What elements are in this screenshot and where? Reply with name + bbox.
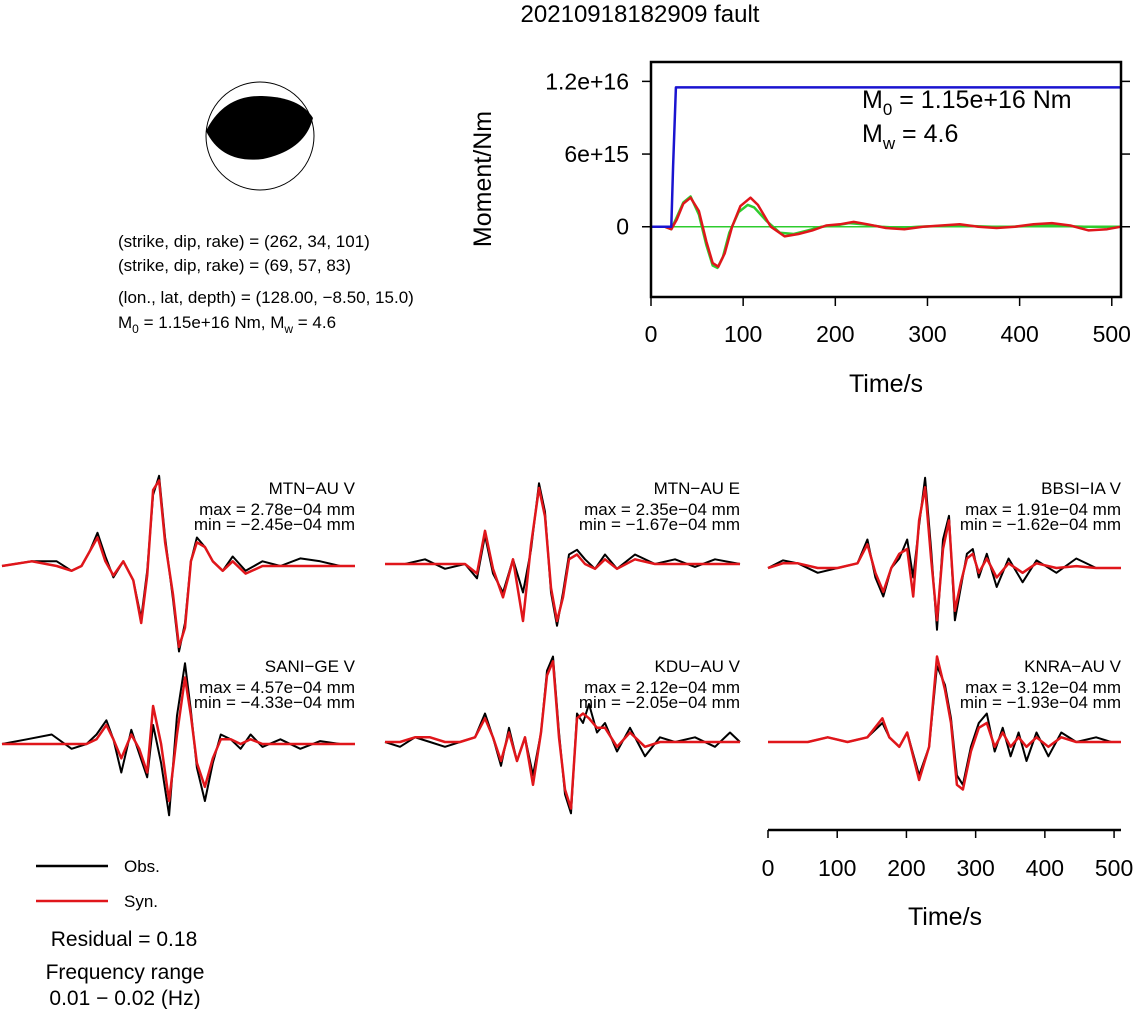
legend-syn-label: Syn. <box>124 892 158 911</box>
mw-annotation-sub: w <box>882 134 896 153</box>
synthetic-waveform <box>767 486 1121 622</box>
moment-plot: 0 100 200 300 400 500 0 6e+15 1.2e+16 Time/s Mo… <box>469 60 1131 398</box>
station-label: SANI−GE V <box>265 657 356 676</box>
station-max: max = 4.57e−04 mm <box>199 678 355 697</box>
waveform-xlabel: Time/s <box>908 903 982 931</box>
legend-obs-label: Obs. <box>124 857 160 876</box>
residual-value: Residual = 0.18 <box>51 928 198 951</box>
station-max: max = 1.91e−04 mm <box>965 500 1121 519</box>
moment-plot-frame <box>649 60 1123 299</box>
beachball <box>205 81 315 191</box>
synthetic-waveform <box>385 486 740 623</box>
moment-info: M0 = 1.15e+16 Nm, Mw = 4.6 <box>118 313 336 336</box>
waveform-xtick-label: 100 <box>818 855 856 881</box>
moment-plot-ytick-label: 6e+15 <box>564 141 629 167</box>
waveform-xtick-label: 400 <box>1026 855 1064 881</box>
moment-plot-y-axis: 0 6e+15 1.2e+16 <box>545 68 1130 240</box>
location-info: (lon., lat, depth) = (128.00, −8.50, 15.… <box>118 288 414 307</box>
m0-annotation-m: M <box>862 86 883 114</box>
moment-plot-xtick-label: 100 <box>724 321 762 347</box>
legend: Obs. Syn. Residual = 0.18 Frequency rang… <box>36 857 205 1010</box>
station-max: max = 2.78e−04 mm <box>199 500 355 519</box>
station-min: min = −1.93e−04 mm <box>960 693 1121 712</box>
moment-plot-xtick-label: 500 <box>1093 321 1131 347</box>
mw-annotation-value: = 4.6 <box>895 120 958 148</box>
station-max: max = 2.12e−04 mm <box>584 678 740 697</box>
moment-plot-xtick-label: 400 <box>1000 321 1038 347</box>
moment-info-mid: = 1.15e+16 Nm, M <box>139 313 285 332</box>
moment-plot-ylabel: Moment/Nm <box>469 111 497 247</box>
mw-annotation-m: M <box>862 120 883 148</box>
moment-plot-xtick-label: 200 <box>816 321 854 347</box>
moment-info-subw: w <box>283 322 293 336</box>
frequency-range-title: Frequency range <box>46 961 205 984</box>
moment-plot-ytick-label: 0 <box>616 214 629 240</box>
moment-plot-ytick-label: 1.2e+16 <box>545 68 629 94</box>
waveform-xtick-label: 200 <box>887 855 925 881</box>
synthetic-waveform <box>1 479 355 649</box>
station-min: min = −1.62e−04 mm <box>960 515 1121 534</box>
waveform-xtick-label: 0 <box>762 855 775 881</box>
station-min: min = −2.05e−04 mm <box>579 693 740 712</box>
moment-plot-xlabel: Time/s <box>849 370 923 398</box>
station-min: min = −2.45e−04 mm <box>194 515 355 534</box>
m0-annotation: M0 = 1.15e+16 Nm <box>862 86 1072 119</box>
nodal-plane-2: (strike, dip, rake) = (69, 57, 83) <box>118 256 351 275</box>
nodal-plane-1: (strike, dip, rake) = (262, 34, 101) <box>118 232 370 251</box>
station-label: KNRA−AU V <box>1024 657 1121 676</box>
observed-waveform <box>1 662 355 817</box>
cumulative-moment-line <box>651 86 1121 228</box>
moment-plot-xtick-label: 0 <box>645 321 658 347</box>
station-max: max = 2.35e−04 mm <box>584 500 740 519</box>
mw-annotation: Mw = 4.6 <box>862 120 958 153</box>
m0-annotation-value: = 1.15e+16 Nm <box>892 86 1071 114</box>
station-label: MTN−AU E <box>654 479 740 498</box>
moment-rate-red-line <box>651 196 1122 268</box>
figure-title: 20210918182909 fault <box>521 1 760 28</box>
station-label: BBSI−IA V <box>1041 479 1122 498</box>
synthetic-waveform <box>2 676 355 803</box>
station-min: min = −1.67e−04 mm <box>579 515 740 534</box>
station-label: MTN−AU V <box>269 479 356 498</box>
m0-annotation-sub: 0 <box>883 100 892 119</box>
beachball-compressional-quadrant <box>206 95 313 160</box>
station-min: min = −4.33e−04 mm <box>194 693 355 712</box>
waveform-time-axis: 0 100 200 300 400 500 <box>762 828 1133 881</box>
station-max: max = 3.12e−04 mm <box>965 678 1121 697</box>
moment-plot-series <box>651 86 1122 270</box>
moment-info-sub0: 0 <box>132 322 139 336</box>
synthetic-waveform <box>768 655 1121 791</box>
synthetic-waveform <box>385 660 740 810</box>
station-label: KDU−AU V <box>655 657 741 676</box>
moment-info-m: M <box>118 313 132 332</box>
moment-info-end: = 4.6 <box>293 313 336 332</box>
moment-plot-x-axis: 0 100 200 300 400 500 <box>645 297 1131 347</box>
waveform-xtick-label: 300 <box>956 855 994 881</box>
mechanism-info: (strike, dip, rake) = (262, 34, 101) (st… <box>118 232 414 336</box>
moment-plot-xtick-label: 300 <box>908 321 946 347</box>
waveform-xtick-label: 500 <box>1095 855 1133 881</box>
moment-plot-annotation: M0 = 1.15e+16 Nm Mw = 4.6 <box>862 86 1072 153</box>
frequency-range-value: 0.01 − 0.02 (Hz) <box>49 987 200 1009</box>
